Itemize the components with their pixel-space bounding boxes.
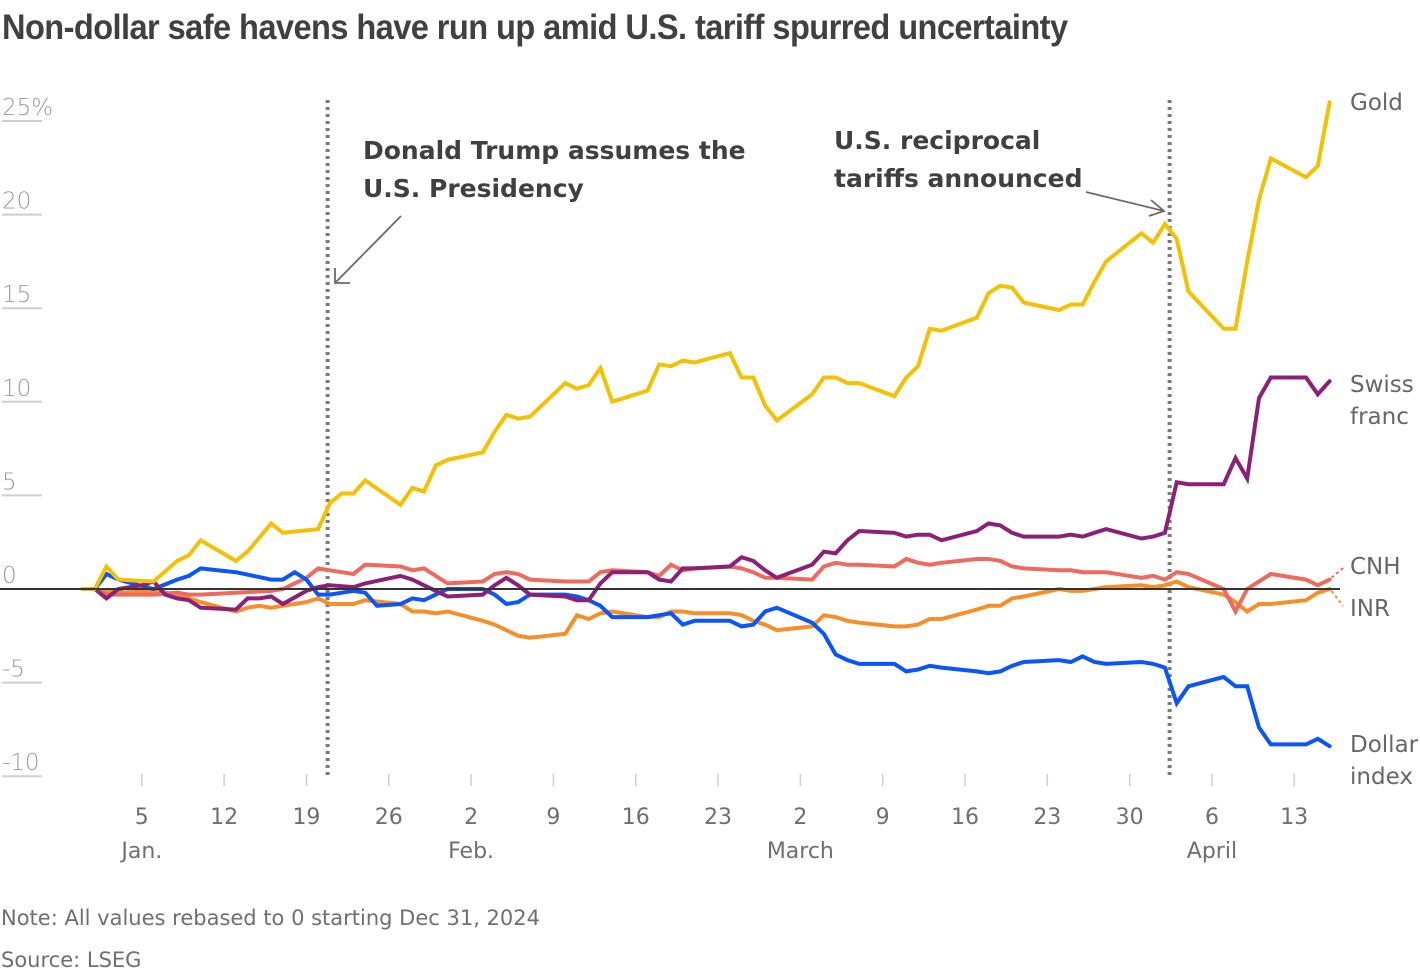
y-tick-label: 10	[2, 376, 31, 402]
y-tick-label: 15	[2, 282, 31, 308]
x-tick-label: 23	[1033, 805, 1061, 830]
annotations: Donald Trump assumes the U.S. Presidency U…	[334, 126, 1166, 284]
annotation-arrow	[1085, 191, 1165, 212]
series-label-dollar-index: Dollar	[1350, 732, 1419, 758]
series-label-cnh: CNH	[1350, 554, 1401, 580]
x-month-label: Feb.	[448, 839, 494, 864]
x-tick-label: 6	[1205, 805, 1219, 830]
annotation-text: Donald Trump assumes the	[363, 136, 746, 165]
y-axis: 25% 20 15 10 5 0 -5 -10	[2, 95, 53, 778]
x-tick-label: 16	[951, 805, 979, 830]
annotation-arrow	[334, 215, 402, 284]
arrowhead-icon	[334, 268, 350, 284]
x-tick-label: 5	[135, 805, 149, 830]
line-chart: 25% 20 15 10 5 0 -5 -10 5 12 19 26 2 9 16 23 2 9 16 23 30 6 1…	[0, 90, 1419, 864]
arrowhead-icon	[1148, 199, 1166, 217]
x-month-label: Jan.	[119, 839, 162, 864]
x-tick-label: 12	[210, 805, 238, 830]
series-label-inr: INR	[1350, 596, 1390, 622]
x-tick-label: 23	[704, 805, 732, 830]
series-line-gold	[81, 100, 1332, 591]
x-axis: 5 12 19 26 2 9 16 23 2 9 16 23 30 6 13 Jan. Feb. March Apr…	[119, 774, 1308, 864]
inr-leader-line	[1330, 590, 1344, 607]
series-label-gold: Gold	[1350, 90, 1403, 116]
y-tick-label: -5	[2, 657, 25, 683]
series-line-swiss-franc	[81, 375, 1332, 612]
x-tick-label: 16	[622, 805, 650, 830]
x-month-label: March	[767, 839, 834, 864]
x-tick-label: 30	[1116, 805, 1144, 830]
chart-note: Note: All values rebased to 0 starting D…	[1, 906, 540, 930]
y-tick-label: 0	[2, 563, 17, 589]
annotation-text: tariffs announced	[834, 164, 1082, 193]
x-tick-label: 19	[292, 805, 320, 830]
x-month-label: April	[1187, 839, 1237, 864]
y-tick-label: -10	[2, 750, 40, 776]
x-tick-label: 26	[375, 805, 403, 830]
annotation-text: U.S. Presidency	[363, 174, 584, 203]
series-line-inr	[81, 579, 1332, 640]
x-tick-label: 9	[876, 805, 890, 830]
x-tick-label: 2	[793, 805, 807, 830]
annotation-text: U.S. reciprocal	[834, 126, 1040, 155]
x-tick-label: 13	[1280, 805, 1308, 830]
series-label-dollar-index: index	[1350, 764, 1413, 790]
series-label-swiss-franc: Swiss	[1350, 372, 1414, 398]
y-tick-label: 5	[2, 469, 17, 495]
cnh-leader-line	[1330, 567, 1344, 579]
chart-source: Source: LSEG	[1, 948, 142, 972]
event-lines	[325, 100, 1172, 776]
series-labels: Gold Swiss franc CNH INR Dollar index	[1330, 90, 1419, 790]
series-lines	[81, 100, 1332, 749]
x-tick-label: 9	[546, 805, 560, 830]
x-tick-label: 2	[464, 805, 478, 830]
series-label-swiss-franc: franc	[1350, 404, 1409, 430]
y-tick-label: 20	[2, 189, 31, 215]
y-tick-label: 25%	[2, 95, 53, 121]
chart-title: Non-dollar safe havens have run up amid …	[2, 8, 1068, 47]
